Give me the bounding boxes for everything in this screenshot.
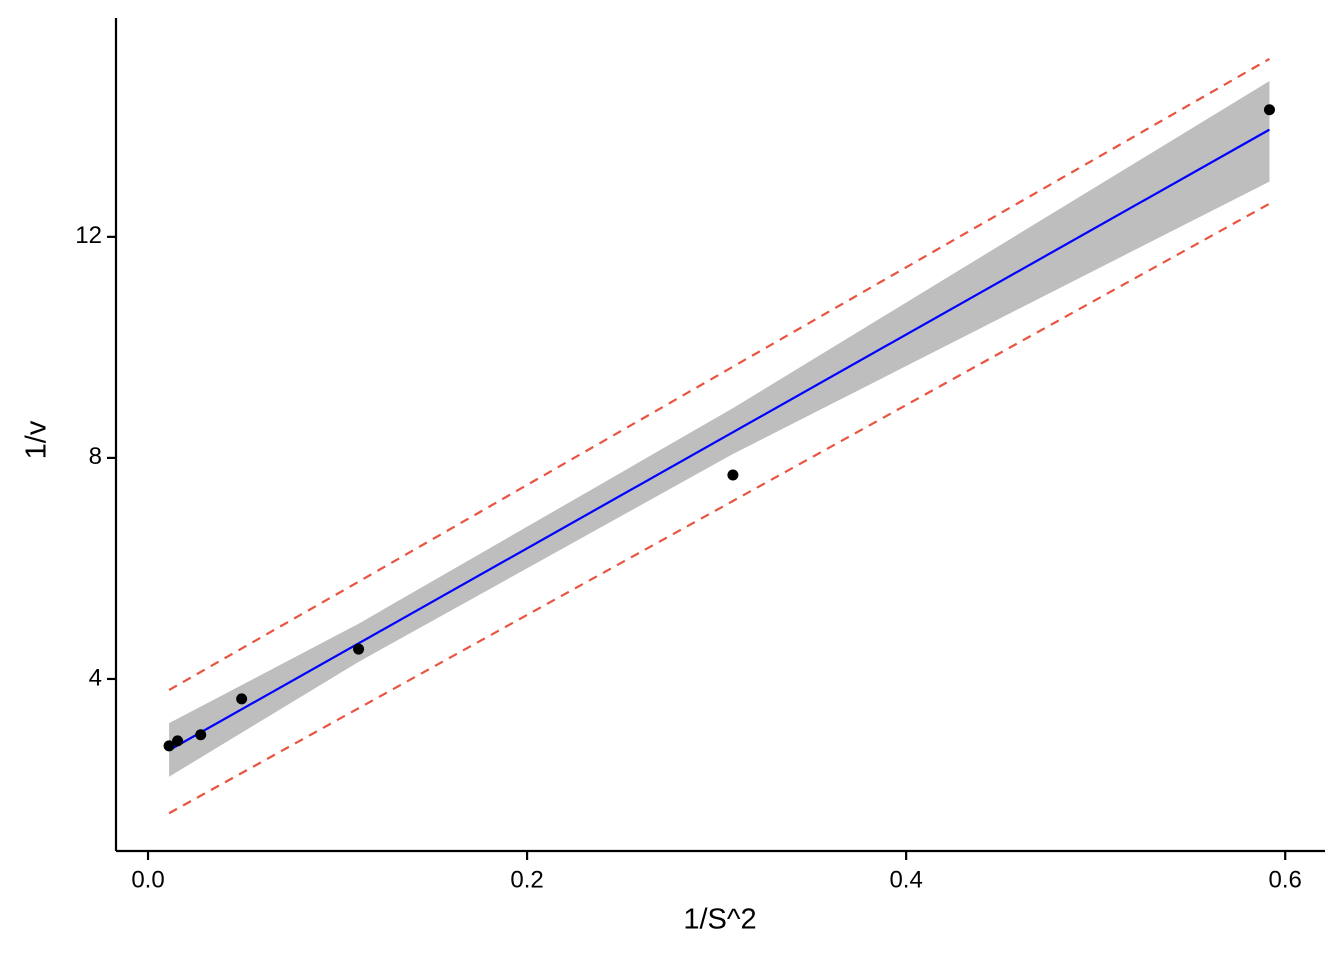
x-tick-label: 0.2: [510, 866, 543, 893]
point: [163, 740, 175, 752]
point: [236, 693, 248, 705]
y-axis-title: 1/v: [21, 420, 53, 459]
point: [195, 729, 207, 741]
point: [353, 643, 365, 655]
prediction-upper: [168, 57, 1271, 691]
confidence-band: [169, 81, 1270, 777]
x-tick-label: 0.4: [889, 866, 922, 893]
point: [1263, 104, 1275, 116]
point: [727, 469, 739, 481]
fit-line: [168, 128, 1271, 752]
x-tick-label: 0.6: [1269, 866, 1302, 893]
y-tick-label: 12: [75, 222, 102, 249]
x-tick-label: 0.0: [131, 866, 164, 893]
prediction-lower: [168, 202, 1271, 815]
x-axis-title: 1/S^2: [683, 904, 756, 936]
y-tick-label: 4: [89, 664, 102, 691]
point: [172, 735, 184, 747]
y-tick-label: 8: [89, 443, 102, 470]
